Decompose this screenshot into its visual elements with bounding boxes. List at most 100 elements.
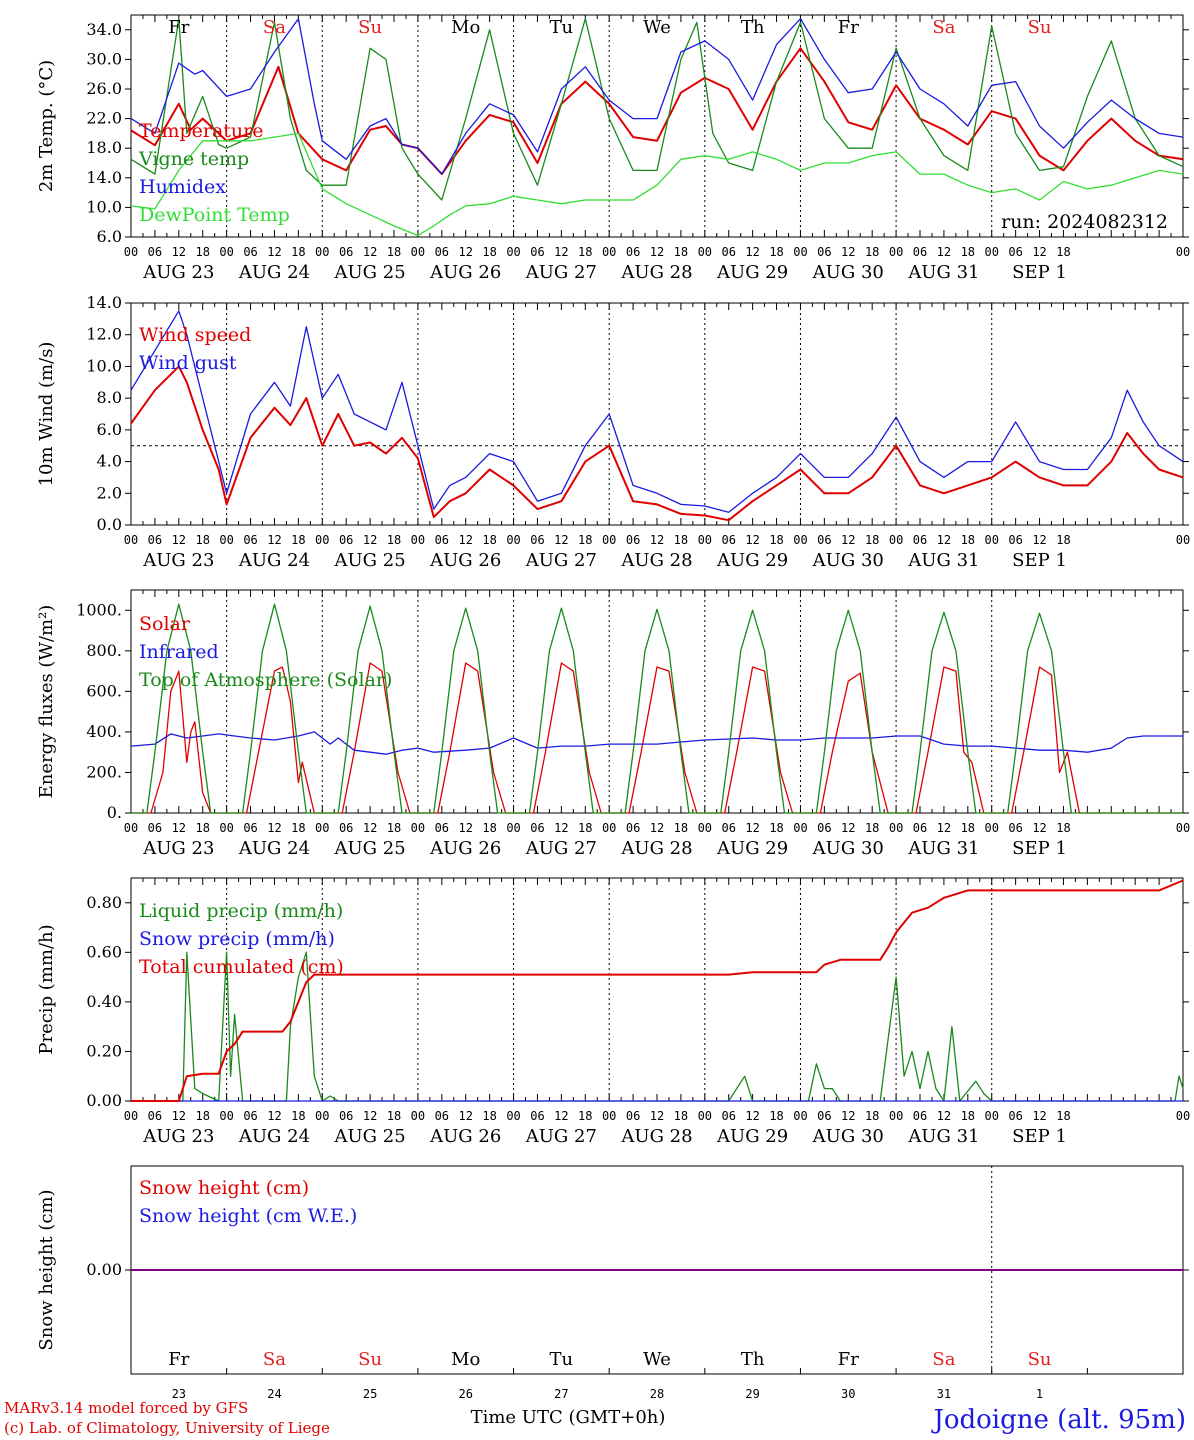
hour-label: 12 [841, 245, 855, 259]
hour-label: 06 [243, 821, 257, 835]
hour-label: 06 [243, 1109, 257, 1123]
hour-label: 18 [482, 533, 496, 547]
hour-label: 06 [148, 533, 162, 547]
hour-label: 06 [817, 821, 831, 835]
weekday-label-bottom: Tu [550, 1349, 574, 1370]
weekday-label-top: Th [741, 17, 765, 38]
weekday-label-top: Mo [451, 17, 480, 38]
hour-label: 00 [698, 533, 712, 547]
hour-label: 12 [1032, 821, 1046, 835]
hour-label: 18 [1056, 821, 1070, 835]
y-tick-label: 0. [107, 803, 122, 822]
date-label: SEP 1 [1012, 838, 1067, 859]
date-label: AUG 23 [142, 262, 214, 283]
hour-label: 00 [219, 533, 233, 547]
panel-3: 0. 200. 400. 600. 800. 1000. Energy fluxes (W/… [36, 589, 1190, 859]
hour-label: 00 [506, 821, 520, 835]
y-axis-label: Precip (mm/h) [36, 924, 57, 1054]
date-label: AUG 31 [907, 1126, 979, 1147]
weekday-label-bottom: Mo [451, 1349, 480, 1370]
y-tick-label: 0.40 [86, 992, 122, 1011]
y-tick-label: 0.20 [86, 1041, 122, 1060]
y-tick-label: 0.00 [86, 1091, 122, 1110]
series-line-wind-gust [130, 310, 1184, 513]
hour-label: 18 [961, 1109, 975, 1123]
hour-label: 00 [411, 245, 425, 259]
plot-frame [130, 302, 1184, 526]
series-line-vigne-temp [130, 18, 1184, 201]
series-line-dewpoint-temp [130, 132, 1184, 237]
hour-label: 18 [291, 245, 305, 259]
hour-label: 06 [435, 821, 449, 835]
series-line-total-cumulated-cm- [131, 879, 1184, 1102]
hour-label: 06 [817, 533, 831, 547]
hour-label: 12 [267, 1109, 281, 1123]
y-tick-label: 2.0 [97, 483, 122, 502]
weekday-label-bottom: Th [741, 1349, 765, 1370]
date-label: AUG 25 [333, 262, 405, 283]
hour-label: 06 [817, 1109, 831, 1123]
hour-label: 00 [315, 245, 329, 259]
hour-label: 06 [722, 245, 736, 259]
day-number: 30 [841, 1387, 855, 1401]
date-label: AUG 29 [716, 1126, 788, 1147]
hour-label: 00 [124, 245, 138, 259]
series-line-solar [131, 662, 1183, 814]
y-tick-label: 30.0 [86, 49, 122, 68]
day-number: 29 [745, 1387, 759, 1401]
hour-label: 00 [985, 821, 999, 835]
date-label: AUG 25 [333, 550, 405, 571]
location-label: Jodoigne (alt. 95m) [930, 1405, 1186, 1435]
hour-label: 18 [961, 533, 975, 547]
hour-label: 18 [865, 533, 879, 547]
hour-label: 06 [435, 1109, 449, 1123]
hour-label: 12 [650, 821, 664, 835]
y-tick-label: 4.0 [97, 452, 122, 471]
weekday-label-top: Su [1028, 17, 1052, 38]
y-axis-label: 2m Temp. (°C) [36, 60, 57, 192]
hour-label: 06 [148, 821, 162, 835]
model-credit: MARv3.14 model forced by GFS [4, 1399, 248, 1417]
panel-4: 0.00 0.20 0.40 0.60 0.80 Precip (mm/h) 00 06 12 1… [36, 877, 1190, 1147]
y-axis-label: Snow height (cm) [36, 1189, 57, 1350]
date-label: AUG 26 [429, 1126, 501, 1147]
y-axis-label: Energy fluxes (W/m²) [36, 605, 57, 799]
legend-entry: Wind gust [139, 352, 237, 374]
legend-entry: Humidex [139, 176, 226, 198]
hour-label: 12 [554, 533, 568, 547]
hour-label: 18 [482, 245, 496, 259]
hour-label: 12 [459, 245, 473, 259]
hour-label: 06 [435, 533, 449, 547]
hour-label: 12 [650, 533, 664, 547]
weekday-label-bottom: We [643, 1349, 671, 1370]
weekday-label-top: We [643, 17, 671, 38]
hour-label: 06 [1008, 1109, 1022, 1123]
hour-label: 18 [674, 821, 688, 835]
hour-label: 06 [435, 245, 449, 259]
date-label: AUG 27 [525, 838, 597, 859]
hour-label: 18 [769, 533, 783, 547]
date-label: AUG 23 [142, 838, 214, 859]
hour-label: 12 [745, 533, 759, 547]
y-axis-label: 10m Wind (m/s) [36, 342, 57, 487]
legend-entry: Snow height (cm) [139, 1177, 309, 1199]
hour-label: 06 [243, 245, 257, 259]
hour-label: 06 [722, 533, 736, 547]
date-label: AUG 30 [812, 262, 884, 283]
hour-label: 18 [482, 1109, 496, 1123]
hour-label: 12 [650, 245, 664, 259]
hour-label: 12 [1032, 533, 1046, 547]
hour-label: 00 [602, 245, 616, 259]
hour-label: 18 [291, 821, 305, 835]
hour-label: 00 [985, 533, 999, 547]
hour-label: 12 [937, 821, 951, 835]
series-line-infrared [130, 731, 1183, 755]
hour-label: 18 [482, 821, 496, 835]
legend-entry: DewPoint Temp [139, 204, 290, 226]
hour-label: 12 [1032, 245, 1046, 259]
hour-label: 18 [769, 821, 783, 835]
series-line-temperature [130, 47, 1184, 176]
weekday-label-top: Sa [932, 17, 955, 38]
hour-label: 06 [722, 1109, 736, 1123]
